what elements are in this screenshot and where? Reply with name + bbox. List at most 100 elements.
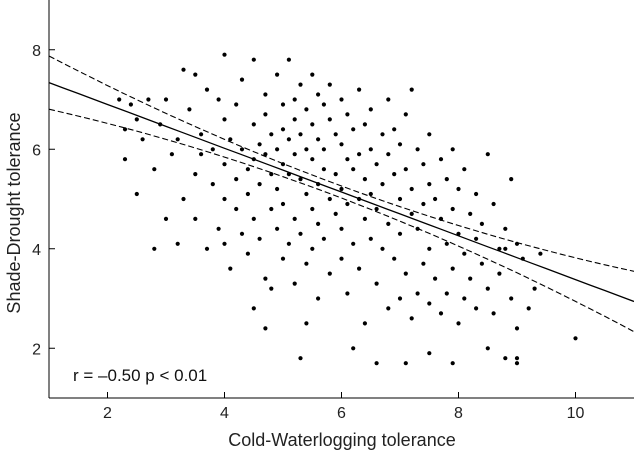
data-point (286, 137, 291, 142)
x-tick-label: 8 (454, 405, 463, 422)
data-point (462, 251, 467, 256)
data-point (146, 97, 151, 102)
data-point (310, 246, 315, 251)
data-point (251, 57, 256, 62)
data-point (357, 87, 362, 92)
data-point (292, 117, 297, 122)
data-point (310, 122, 315, 127)
data-point (175, 137, 180, 142)
data-point (345, 157, 350, 162)
data-point (368, 147, 373, 152)
data-point (228, 137, 233, 142)
regression-lines (48, 55, 634, 333)
data-point (444, 291, 449, 296)
data-point (392, 127, 397, 132)
data-point (304, 107, 309, 112)
data-point (257, 142, 262, 147)
data-point (327, 196, 332, 202)
data-point (263, 112, 268, 117)
data-point (316, 182, 321, 187)
data-point (134, 117, 139, 122)
data-point (397, 231, 403, 236)
data-point (409, 87, 414, 92)
data-point (251, 306, 256, 311)
data-point (117, 97, 122, 102)
data-point (392, 256, 397, 261)
data-point (485, 286, 490, 291)
data-point (397, 142, 403, 147)
data-point (298, 177, 303, 182)
x-axis-title: Cold-Waterlogging tolerance (228, 430, 455, 450)
data-point (538, 251, 543, 256)
data-point (503, 246, 508, 251)
x-tick-label: 10 (567, 405, 585, 422)
data-point (351, 346, 356, 351)
data-point (327, 82, 332, 87)
data-point (286, 57, 291, 62)
axes (48, 0, 634, 399)
data-point (280, 201, 286, 207)
data-point (269, 172, 274, 177)
data-point (187, 107, 192, 112)
ci-lower-line (48, 108, 634, 333)
data-point (128, 102, 133, 107)
data-point (286, 241, 291, 246)
data-point (286, 172, 291, 177)
data-point (321, 147, 326, 152)
data-point (456, 231, 461, 236)
data-point (210, 147, 215, 152)
data-point (397, 196, 403, 202)
y-tick-label: 8 (32, 43, 41, 60)
data-point (526, 306, 531, 311)
data-point (245, 167, 250, 172)
data-point (228, 266, 233, 271)
data-point (362, 216, 367, 221)
ci-upper-line (48, 55, 634, 272)
y-tick-label: 6 (32, 142, 41, 159)
data-point (362, 122, 367, 127)
data-point (263, 92, 268, 97)
data-point (222, 52, 227, 57)
data-point (333, 172, 338, 177)
data-point (450, 147, 455, 152)
data-point (193, 216, 198, 221)
data-point (257, 182, 262, 187)
data-point (462, 296, 467, 301)
data-point (298, 82, 303, 87)
data-point (532, 286, 537, 291)
data-point (427, 182, 432, 187)
data-point (280, 256, 286, 261)
data-point (386, 306, 391, 311)
data-point (339, 186, 344, 192)
y-tick-label: 4 (32, 242, 41, 259)
data-point (421, 261, 426, 266)
data-point (210, 182, 215, 187)
data-point (409, 211, 414, 216)
data-point (345, 112, 350, 117)
data-point (122, 157, 128, 162)
data-point (216, 97, 221, 102)
data-point (239, 147, 245, 152)
data-point (427, 132, 432, 137)
data-point (433, 196, 438, 202)
data-point (403, 112, 408, 117)
data-point (491, 201, 496, 207)
data-point (374, 281, 379, 286)
data-point (175, 241, 180, 246)
data-point (374, 206, 379, 212)
data-point (438, 157, 444, 162)
correlation-annotation: r = –0.50 p < 0.01 (73, 366, 207, 385)
data-point (199, 132, 204, 137)
data-point (251, 122, 256, 127)
data-point (292, 216, 297, 221)
data-point (280, 127, 286, 132)
data-point (339, 142, 344, 147)
data-point (397, 296, 403, 301)
data-point (222, 241, 227, 246)
data-point (351, 167, 356, 172)
data-point (351, 127, 356, 132)
data-point (362, 321, 367, 326)
data-point (427, 351, 432, 356)
data-point (251, 157, 256, 162)
